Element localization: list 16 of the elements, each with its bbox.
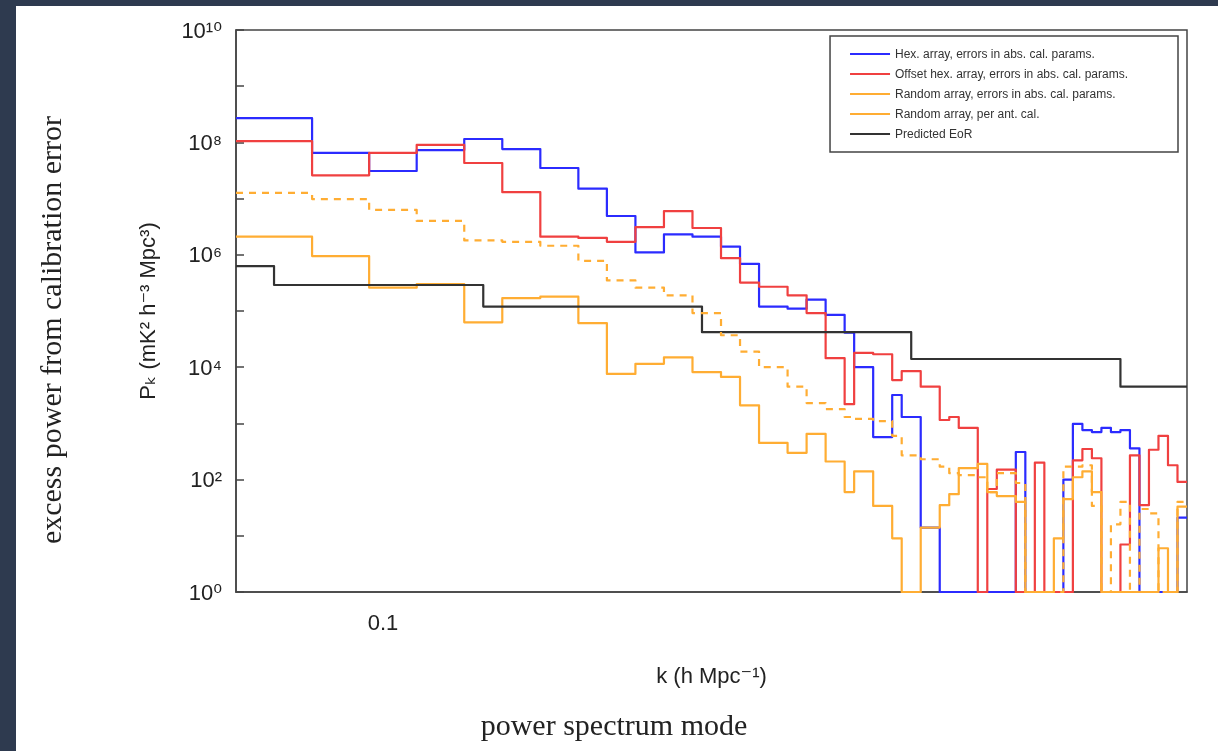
legend-label: Random array, per ant. cal. xyxy=(895,107,1040,121)
y-tick-label: 10² xyxy=(190,467,222,493)
legend-label: Random array, errors in abs. cal. params. xyxy=(895,87,1116,101)
y-tick-label: 10⁶ xyxy=(188,242,222,268)
legend-label: Predicted EoR xyxy=(895,127,973,141)
text: power spectrum mode xyxy=(480,707,748,741)
text: excess power from calibration error xyxy=(33,115,67,545)
legend-label: Offset hex. array, errors in abs. cal. params. xyxy=(895,67,1129,81)
x-axis-title: k (h Mpc⁻¹) xyxy=(656,662,767,688)
y-tick-label: 10⁰ xyxy=(188,579,223,605)
legend-label: Hex. array, errors in abs. cal. params. xyxy=(895,47,1095,61)
text: 0.1 xyxy=(367,609,399,635)
y-tick-label: 10⁴ xyxy=(188,354,222,380)
y-axis-title: Pₖ (mK² h⁻³ Mpc³) xyxy=(134,222,160,400)
y-tick-label: 10¹⁰ xyxy=(181,17,223,43)
y-tick-label: 10⁸ xyxy=(188,129,222,155)
